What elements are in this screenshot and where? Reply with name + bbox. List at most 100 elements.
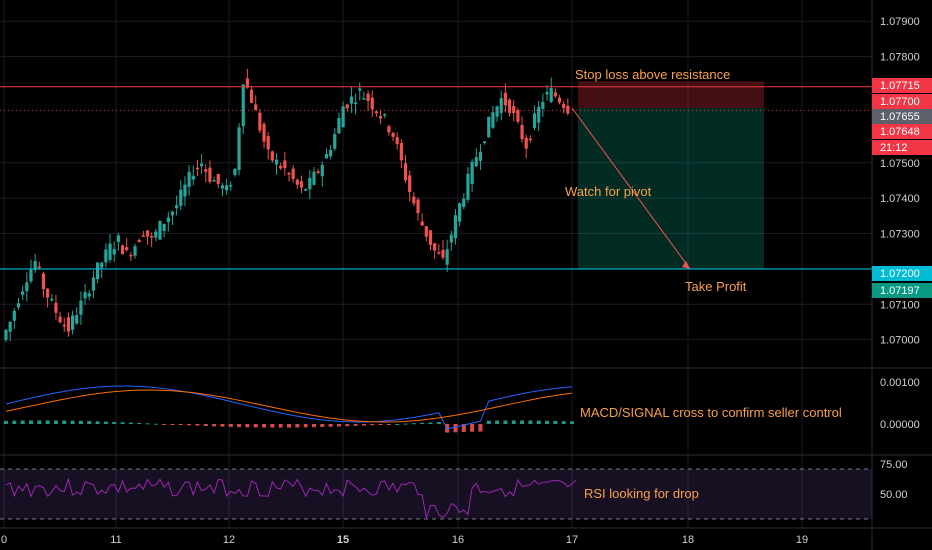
macd-histogram-bar [78,420,83,424]
macd-histogram-bar [203,424,208,427]
candle-body [312,171,316,185]
candle-body [341,106,345,128]
candle-body [154,231,158,238]
x-tick-label: 15 [337,534,349,546]
candle-body [162,223,166,231]
candle-body [249,89,254,103]
candle-body [54,302,58,313]
candle-body [362,98,366,100]
candle-body [316,171,320,173]
candle-body [79,300,83,315]
candle-body [378,115,383,119]
candle-body [424,226,428,237]
candle-body [137,240,141,243]
candle-body [512,106,516,114]
candle-body [507,99,512,114]
candle-body [75,315,79,324]
candle-body [528,138,532,141]
candle-body [216,173,220,184]
candle-body [304,189,308,191]
candle-body [33,261,37,271]
candle-body [287,173,291,175]
macd-histogram-bar [220,424,225,427]
price-tick-label: 1.07800 [880,52,920,64]
candle-body [224,185,229,191]
candle-body [191,175,195,180]
macd-histogram-bar [237,424,242,428]
candle-body [241,84,245,127]
levels [0,86,872,270]
macd-histogram-bar [37,420,42,424]
candle-body [566,105,570,114]
candle-body [50,298,54,301]
candle-body [433,243,437,251]
macd-histogram-bar [420,422,425,424]
candle-body [453,215,458,239]
candle-body [120,245,125,255]
price-tag [872,283,932,298]
candle-body [91,277,95,291]
candle-body [399,143,403,161]
candle-body [125,247,129,251]
candle-body [279,165,283,169]
price-tag [872,140,932,155]
candle-body [262,124,266,142]
price-tick-label: 1.07000 [880,335,920,347]
candle-body [87,293,91,297]
candle-body [95,262,100,280]
macd-line [5,385,573,430]
candle-body [195,167,200,170]
candle-body [183,184,187,197]
macd-histogram-bar [461,424,466,433]
macd-histogram-bar [112,421,117,424]
price-tick-label: 1.07900 [880,16,920,28]
macd-histogram-bar [195,424,200,426]
macd-histogram-bar [145,423,150,425]
price-tick-label: 1.07300 [880,229,920,241]
price-tag [872,124,932,139]
macd-histogram-bar [353,424,358,426]
macd-histogram-bar [428,422,433,424]
candle-body [478,151,483,161]
macd-histogram-bar [411,423,416,425]
candle-body [337,118,341,134]
price-tag [872,94,932,109]
macd-histogram-bar [303,424,308,428]
candle-body [83,292,87,299]
candle-body [416,199,420,214]
candle-body [58,316,62,323]
macd-histogram-bar [128,422,133,424]
candle-body [200,163,204,167]
candle-body [358,88,362,91]
candle-body [466,173,470,200]
candle-body [441,249,445,258]
macd-histogram-bar [170,424,175,425]
candle-body [445,249,449,265]
macd-histogram-bar [528,420,533,424]
macd-histogram-bar [511,420,516,424]
candle-body [21,291,25,295]
candle-body [395,137,399,145]
macd-histogram-bar [478,424,483,432]
x-tick-label: 17 [566,534,578,546]
price-tick-label: 1.07500 [880,158,920,170]
price-tag [872,78,932,93]
candle-body [46,288,50,298]
candle-body [229,185,233,187]
candle-body [412,196,416,204]
candle-body [108,243,112,261]
macd-histogram-bar [87,421,92,424]
candle-body [449,234,453,243]
candle-body [16,303,21,308]
macd-histogram-bar [137,422,142,424]
candle-body [308,178,312,190]
candle-body [403,163,408,181]
candle-body [524,137,528,149]
candle-body [283,160,287,169]
macd-histogram-bar [53,420,58,424]
candle-body [100,262,104,268]
macd-histogram-bar [178,424,183,425]
x-tick-label: 11 [110,534,121,546]
candle-body [458,203,462,222]
